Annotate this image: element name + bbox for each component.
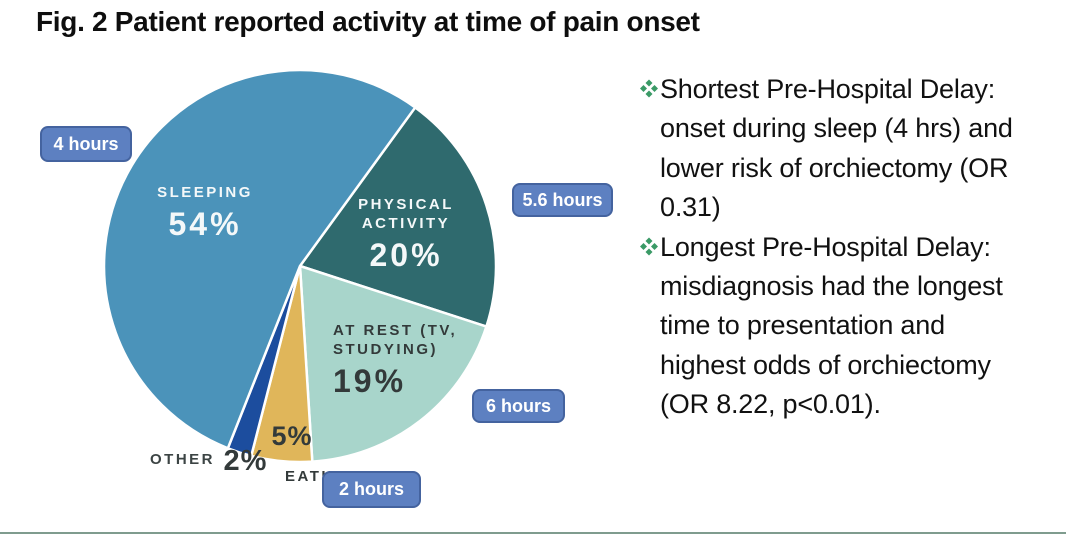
pie-label-at-rest: AT REST (TV, STUDYING) 19% [333,322,503,399]
bullet-text: Shortest Pre-Hospital Delay: onset durin… [660,74,1013,223]
pie-slice-at-rest-tv-studying [298,264,488,463]
slice-pct-sleeping: 54% [168,205,242,242]
slice-name-atrest-1: AT REST (TV, [333,322,458,339]
callout-4-hours: 4 hours [40,126,132,162]
pie-label-other: OTHER 2% [150,445,280,478]
callout-5-6-hours: 5.6 hours [512,183,613,217]
slice-pct-eating: 5% [271,421,313,451]
bullet-shortest-delay: Shortest Pre-Hospital Delay: onset durin… [638,70,1058,228]
slice-pct-physical: 20% [369,236,443,273]
pie-slice-sleeping [102,68,417,450]
bullet-text: Longest Pre-Hospital Delay: misdiagnosis… [660,231,1003,420]
callout-6-hours: 6 hours [472,389,565,423]
slice-pct-atrest: 19% [333,362,407,399]
slice-name-physical-2: ACTIVITY [361,214,451,232]
notes-panel: Shortest Pre-Hospital Delay: onset durin… [638,70,1058,425]
slice-pct-other: 2% [223,445,268,477]
pie-slice-physical-activity [298,106,498,328]
callout-2-hours: 2 hours [322,471,421,508]
pie-label-sleeping: SLEEPING 54% [120,184,290,242]
diamond-bullet-icon [640,79,658,98]
slice-name-atrest-2: STUDYING) [333,340,438,358]
slice-name-sleeping: SLEEPING [157,184,253,201]
bottom-divider [0,532,1066,534]
diamond-bullet-icon [640,237,658,256]
bullet-longest-delay: Longest Pre-Hospital Delay: misdiagnosis… [638,228,1058,425]
slice-name-other: OTHER [150,451,215,468]
pie-chart [102,68,498,464]
figure-title: Fig. 2 Patient reported activity at time… [36,6,700,37]
pie-label-physical-activity: PHYSICAL ACTIVITY 20% [336,196,476,273]
pie-label-eating-pct: 5% [262,418,322,452]
slice-name-physical-1: PHYSICAL [358,196,454,213]
